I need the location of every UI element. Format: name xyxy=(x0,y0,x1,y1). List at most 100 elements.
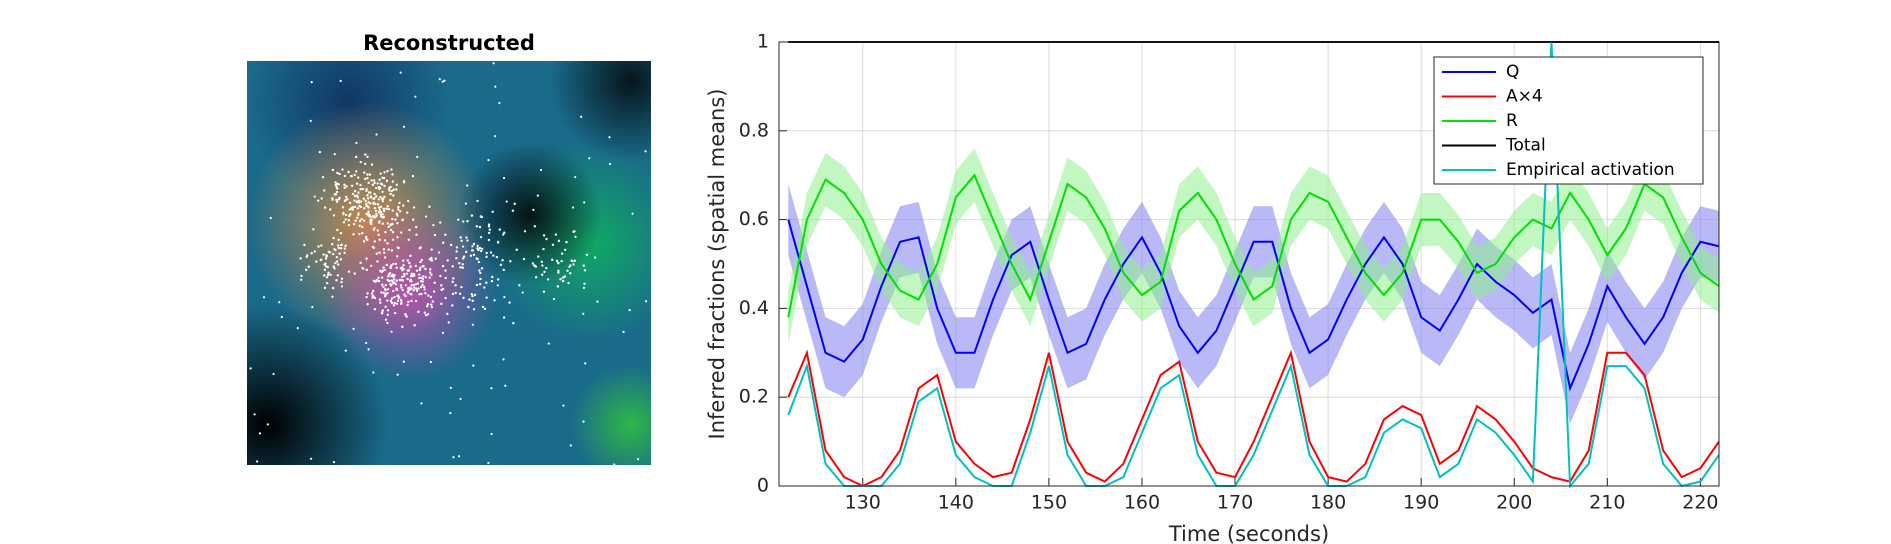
image-dot xyxy=(253,413,256,416)
image-dot xyxy=(479,235,483,239)
image-dot xyxy=(414,299,418,303)
image-dot xyxy=(396,246,400,249)
image-dot xyxy=(404,284,407,287)
image-dot xyxy=(384,230,387,234)
image-dot xyxy=(402,360,405,363)
image-dot xyxy=(395,255,399,258)
image-dot xyxy=(364,153,367,156)
image-dot xyxy=(353,272,356,275)
image-dot xyxy=(582,286,586,289)
image-dot xyxy=(396,373,399,376)
image-dot xyxy=(395,212,399,215)
image-dot xyxy=(382,291,385,294)
image-dot xyxy=(403,272,406,276)
image-dot xyxy=(305,268,308,271)
image-dot xyxy=(370,163,374,166)
image-dot xyxy=(418,276,421,280)
image-dot xyxy=(547,342,550,345)
image-dot xyxy=(379,210,383,214)
image-dot xyxy=(343,199,347,203)
axes-box xyxy=(778,41,1720,487)
image-dot xyxy=(462,257,465,260)
image-dot xyxy=(449,411,452,415)
image-dot xyxy=(321,175,325,179)
image-dot xyxy=(299,257,302,260)
image-dot xyxy=(406,277,409,281)
image-dot xyxy=(449,243,453,247)
image-dot xyxy=(365,202,368,206)
image-dot xyxy=(396,299,400,302)
image-blobs xyxy=(247,61,651,465)
image-dot xyxy=(488,228,491,231)
image-dot xyxy=(307,265,310,268)
image-dot xyxy=(365,188,368,191)
image-dot xyxy=(385,207,388,211)
image-dot xyxy=(322,253,325,256)
image-dot xyxy=(365,235,368,239)
image-dot xyxy=(386,222,389,225)
image-dot xyxy=(390,297,394,300)
image-dot xyxy=(397,208,400,211)
image-dot xyxy=(364,162,367,166)
image-dot xyxy=(358,219,362,223)
image-dot xyxy=(582,420,585,423)
image-dot xyxy=(343,186,346,189)
image-dot xyxy=(573,259,577,262)
image-dot xyxy=(382,207,385,211)
image-dot xyxy=(391,274,394,277)
image-dot xyxy=(373,197,376,200)
image-dot xyxy=(336,171,339,175)
image-dot xyxy=(367,206,370,209)
image-dot xyxy=(390,330,393,333)
image-dot xyxy=(386,321,389,325)
image-dot xyxy=(335,190,339,194)
image-dot xyxy=(382,176,386,180)
image-dot xyxy=(391,217,394,221)
image-dot xyxy=(432,223,435,227)
image-dot xyxy=(354,219,357,222)
image-dot xyxy=(377,233,380,237)
image-dot xyxy=(337,246,340,250)
image-dot xyxy=(384,305,387,309)
image-dot xyxy=(324,265,328,268)
image-dot xyxy=(574,175,577,179)
image-dot xyxy=(339,247,343,250)
image-dot xyxy=(360,217,363,221)
image-dot xyxy=(395,188,398,191)
image-dot xyxy=(383,171,386,174)
image-dot xyxy=(541,264,544,267)
image-dot xyxy=(498,102,501,105)
image-dot xyxy=(471,249,474,252)
image-dot xyxy=(313,250,316,253)
image-dot xyxy=(352,223,356,226)
image-title: Reconstructed xyxy=(363,31,535,55)
image-dot xyxy=(421,277,425,281)
image-dot xyxy=(411,174,415,178)
image-dot xyxy=(449,386,452,389)
image-dot xyxy=(441,264,445,268)
image-dot xyxy=(551,243,555,246)
image-dot xyxy=(465,236,468,239)
image-dot xyxy=(359,200,363,203)
image-dot xyxy=(391,209,394,212)
image-dot xyxy=(327,250,331,254)
image-dot xyxy=(326,265,330,269)
image-dot xyxy=(351,205,354,209)
image-dot xyxy=(378,208,381,212)
image-dot xyxy=(487,461,490,465)
image-dot xyxy=(502,176,506,180)
image-dot xyxy=(390,283,393,286)
image-dot xyxy=(406,269,410,272)
image-dot xyxy=(567,281,570,285)
image-dot xyxy=(540,273,544,276)
image-dot xyxy=(355,170,358,173)
image-dot xyxy=(588,157,591,160)
image-dot xyxy=(420,280,423,283)
image-dot xyxy=(408,228,411,232)
image-dot xyxy=(366,212,369,215)
image-dot xyxy=(348,201,352,205)
image-dot xyxy=(367,214,370,217)
image-dot xyxy=(572,263,575,266)
image-dot xyxy=(569,271,572,275)
image-dot xyxy=(464,202,467,205)
